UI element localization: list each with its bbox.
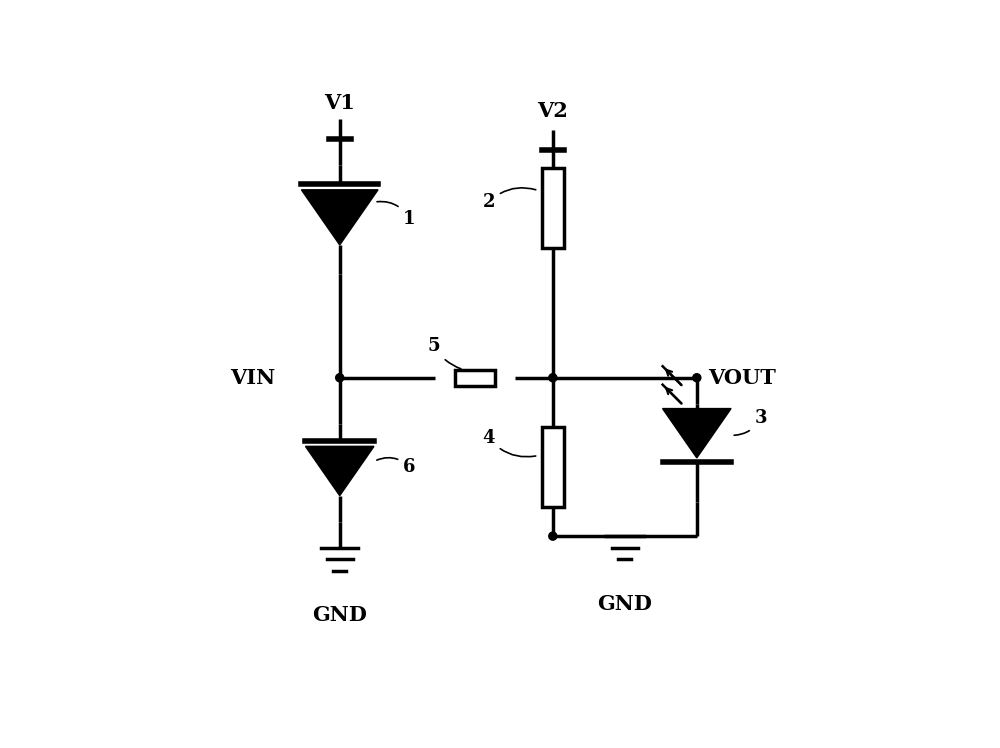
Text: 3: 3 <box>734 409 767 435</box>
Circle shape <box>693 374 701 381</box>
Polygon shape <box>301 190 378 245</box>
Text: 2: 2 <box>483 188 536 211</box>
Bar <box>542 426 564 507</box>
Text: 5: 5 <box>428 337 461 369</box>
Text: VIN: VIN <box>230 368 276 387</box>
Text: 4: 4 <box>483 429 536 457</box>
Bar <box>455 370 495 386</box>
Text: GND: GND <box>597 594 652 613</box>
Text: 6: 6 <box>377 458 416 476</box>
Circle shape <box>336 374 344 381</box>
Text: GND: GND <box>312 605 367 625</box>
Text: V1: V1 <box>324 93 355 113</box>
Circle shape <box>549 374 557 381</box>
Text: V2: V2 <box>537 102 568 121</box>
Polygon shape <box>305 447 374 496</box>
Text: 1: 1 <box>377 201 416 228</box>
Circle shape <box>549 532 557 540</box>
Bar <box>542 168 564 248</box>
Text: VOUT: VOUT <box>708 368 776 387</box>
Polygon shape <box>663 408 731 458</box>
